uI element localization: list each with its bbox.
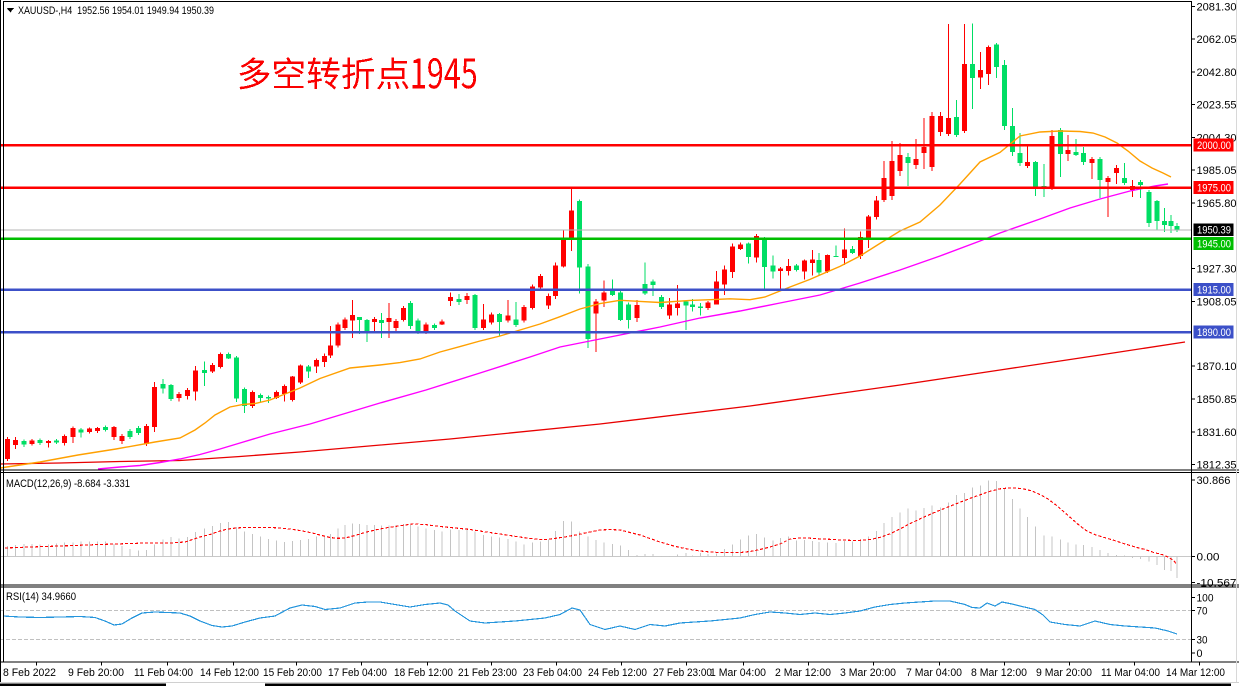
- svg-text:1890.00: 1890.00: [1197, 327, 1231, 339]
- svg-text:30.866: 30.866: [1197, 475, 1231, 487]
- svg-text:7 Mar 04:00: 7 Mar 04:00: [906, 667, 962, 679]
- svg-text:27 Feb 23:00: 27 Feb 23:00: [653, 667, 712, 679]
- svg-text:2023.55: 2023.55: [1197, 100, 1237, 112]
- svg-text:1850.85: 1850.85: [1197, 394, 1237, 406]
- svg-text:1965.80: 1965.80: [1197, 198, 1237, 210]
- svg-text:100: 100: [1197, 593, 1214, 605]
- svg-text:1915.00: 1915.00: [1197, 285, 1231, 297]
- svg-text:9 Mar 20:00: 9 Mar 20:00: [1036, 667, 1092, 679]
- svg-text:21 Feb 23:00: 21 Feb 23:00: [458, 667, 517, 679]
- svg-text:1812.35: 1812.35: [1197, 460, 1237, 472]
- svg-text:1831.60: 1831.60: [1197, 427, 1237, 439]
- svg-text:1870.10: 1870.10: [1197, 361, 1237, 373]
- svg-text:30: 30: [1197, 635, 1208, 647]
- svg-text:23 Feb 04:00: 23 Feb 04:00: [523, 667, 582, 679]
- svg-text:2042.80: 2042.80: [1197, 67, 1237, 79]
- svg-text:XAUUSD-,H4 1952.56 1954.01 19: XAUUSD-,H4 1952.56 1954.01 1949.94 1950.…: [18, 5, 214, 17]
- svg-text:1945.00: 1945.00: [1197, 238, 1231, 250]
- svg-text:MACD(12,26,9) -8.684 -3.331: MACD(12,26,9) -8.684 -3.331: [6, 478, 130, 490]
- svg-text:1985.05: 1985.05: [1197, 165, 1237, 177]
- svg-text:3 Mar 20:00: 3 Mar 20:00: [840, 667, 896, 679]
- svg-text:18 Feb 12:00: 18 Feb 12:00: [394, 667, 453, 679]
- svg-text:1950.39: 1950.39: [1197, 225, 1231, 237]
- svg-text:RSI(14) 34.9660: RSI(14) 34.9660: [6, 591, 76, 603]
- svg-text:1927.30: 1927.30: [1197, 264, 1237, 276]
- svg-text:11 Feb 04:00: 11 Feb 04:00: [134, 667, 193, 679]
- svg-text:2000.00: 2000.00: [1197, 140, 1231, 152]
- svg-text:15 Feb 20:00: 15 Feb 20:00: [263, 667, 322, 679]
- svg-text:-10.567: -10.567: [1197, 577, 1237, 589]
- svg-text:1975.00: 1975.00: [1197, 183, 1231, 195]
- svg-text:9 Feb 20:00: 9 Feb 20:00: [68, 667, 124, 679]
- svg-text:8 Feb 2022: 8 Feb 2022: [3, 667, 56, 679]
- svg-text:2 Mar 12:00: 2 Mar 12:00: [775, 667, 831, 679]
- svg-text:14 Mar 12:00: 14 Mar 12:00: [1166, 667, 1225, 679]
- svg-text:14 Feb 12:00: 14 Feb 12:00: [200, 667, 259, 679]
- svg-text:11 Mar 04:00: 11 Mar 04:00: [1101, 667, 1160, 679]
- svg-text:1 Mar 04:00: 1 Mar 04:00: [710, 667, 766, 679]
- svg-text:17 Feb 04:00: 17 Feb 04:00: [328, 667, 387, 679]
- svg-text:0.00: 0.00: [1197, 551, 1220, 563]
- svg-text:1908.05: 1908.05: [1197, 297, 1237, 309]
- svg-text:2062.05: 2062.05: [1197, 34, 1237, 46]
- svg-text:24 Feb 12:00: 24 Feb 12:00: [588, 667, 647, 679]
- svg-text:0: 0: [1197, 648, 1203, 660]
- svg-text:2081.30: 2081.30: [1197, 1, 1237, 13]
- svg-text:70: 70: [1197, 606, 1208, 618]
- svg-text:8 Mar 12:00: 8 Mar 12:00: [971, 667, 1027, 679]
